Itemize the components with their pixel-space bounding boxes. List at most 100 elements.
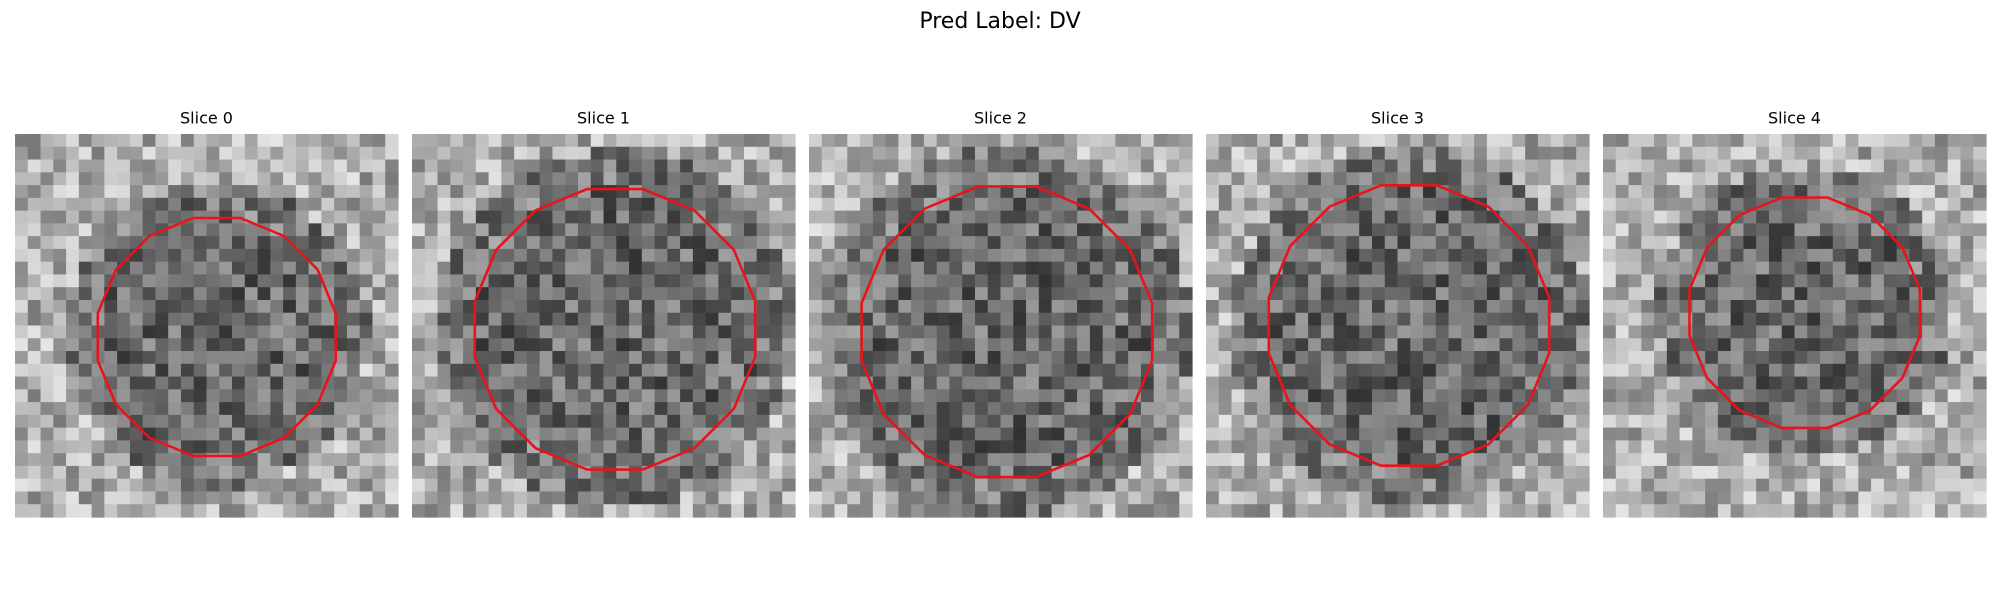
pixel — [577, 172, 592, 186]
pixel — [718, 478, 732, 493]
pixel — [1628, 376, 1642, 390]
pixel — [15, 248, 29, 263]
pixel — [1512, 389, 1526, 403]
pixel — [1576, 248, 1590, 263]
pixel — [1089, 312, 1104, 327]
pixel — [1257, 325, 1271, 339]
pixel — [1705, 210, 1719, 224]
pixel — [641, 402, 656, 416]
pixel — [283, 287, 297, 301]
pixel — [1628, 440, 1642, 454]
pixel — [155, 491, 169, 505]
pixel — [1820, 261, 1834, 276]
pixel — [1641, 197, 1655, 212]
pixel — [1269, 414, 1284, 429]
pixel — [629, 287, 643, 301]
pixel — [641, 261, 656, 276]
pixel — [1179, 248, 1193, 263]
pixel — [1922, 223, 1936, 237]
pixel — [552, 440, 566, 454]
pixel — [1282, 274, 1296, 288]
pixel — [782, 427, 796, 441]
pixel — [898, 491, 912, 505]
pixel — [936, 223, 951, 237]
pixel — [1499, 312, 1513, 327]
pixel — [809, 351, 823, 365]
pixel — [1858, 312, 1872, 327]
pixel — [244, 159, 259, 173]
pixel — [1486, 146, 1501, 161]
pixel — [1679, 338, 1693, 352]
pixel — [1423, 274, 1437, 288]
pixel — [1153, 248, 1168, 263]
pixel — [1922, 351, 1936, 365]
pixel — [78, 414, 93, 429]
pixel — [1550, 287, 1565, 301]
pixel — [1883, 504, 1898, 518]
pixel — [1077, 172, 1091, 186]
pixel — [987, 414, 1002, 429]
pixel — [1960, 338, 1974, 352]
pixel — [257, 287, 271, 301]
pixel — [1244, 134, 1258, 148]
pixel — [1563, 338, 1577, 352]
pixel — [385, 223, 399, 237]
pixel — [283, 210, 297, 224]
pixel — [1922, 197, 1936, 212]
pixel — [1448, 427, 1462, 441]
pixel — [1038, 210, 1053, 224]
pixel — [1807, 338, 1821, 352]
pixel — [898, 287, 912, 301]
pixel — [1333, 376, 1348, 390]
pixel — [1960, 465, 1974, 480]
pixel — [923, 159, 938, 173]
pixel — [834, 338, 848, 352]
pixel — [1705, 427, 1719, 441]
pixel — [1077, 261, 1091, 276]
pixel — [206, 172, 220, 186]
pixel — [1973, 172, 1987, 186]
pixel — [847, 172, 861, 186]
pixel — [219, 185, 233, 199]
pixel — [1269, 478, 1284, 493]
pixel — [180, 478, 195, 493]
pixel — [488, 478, 502, 493]
pixel — [40, 440, 54, 454]
pixel — [603, 261, 617, 276]
pixel — [692, 299, 707, 314]
pixel — [885, 478, 899, 493]
pixel — [501, 185, 515, 199]
pixel — [1384, 248, 1399, 263]
figure-title: Pred Label: DV — [919, 9, 1080, 34]
pixel — [1115, 146, 1129, 161]
pixel — [1206, 299, 1220, 314]
pixel — [1448, 376, 1462, 390]
pixel — [437, 351, 451, 365]
pixel — [1603, 210, 1617, 224]
pixel — [936, 465, 951, 480]
pixel — [1550, 159, 1565, 173]
pixel — [936, 185, 951, 199]
pixel — [1218, 210, 1233, 224]
pixel — [987, 478, 1002, 493]
pixel — [1153, 478, 1168, 493]
pixel — [1140, 491, 1155, 505]
pixel — [206, 159, 220, 173]
pixel — [129, 478, 144, 493]
pixel — [552, 414, 566, 429]
pixel — [193, 312, 208, 327]
pixel — [949, 159, 963, 173]
pixel — [769, 159, 783, 173]
pixel — [987, 248, 1002, 263]
pixel — [1461, 261, 1475, 276]
pixel — [1973, 427, 1987, 441]
pixel — [1000, 389, 1014, 403]
pixel — [603, 236, 617, 250]
pixel — [847, 376, 861, 390]
pixel — [1628, 223, 1642, 237]
pixel — [936, 427, 951, 441]
pixel — [1743, 185, 1757, 199]
pixel — [1537, 427, 1552, 441]
pixel — [756, 146, 771, 161]
pixel — [911, 414, 925, 429]
